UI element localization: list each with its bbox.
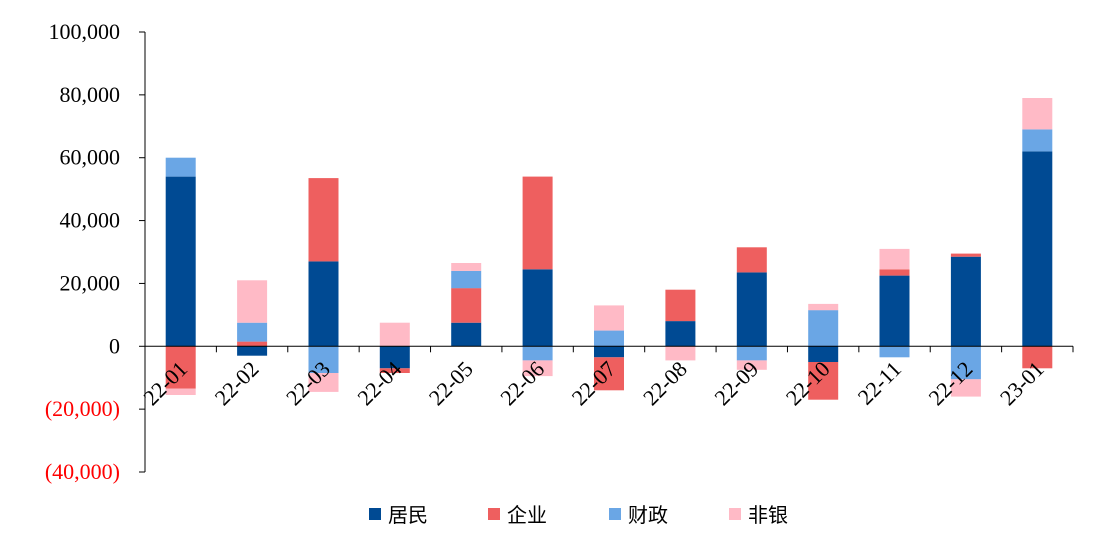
bar-22-07-非银 bbox=[594, 305, 624, 331]
bar-22-09-企业 bbox=[736, 247, 767, 273]
bar-22-12-非银 bbox=[950, 379, 981, 397]
bar-22-07-企业 bbox=[594, 357, 624, 391]
bar-22-04-居民 bbox=[379, 346, 410, 369]
legend-label: 企业 bbox=[507, 503, 547, 527]
bar-22-01-居民 bbox=[165, 176, 196, 347]
bar-23-01-企业 bbox=[1022, 346, 1053, 369]
x-tick-label: 22-05 bbox=[424, 356, 478, 410]
bar-22-12-企业 bbox=[950, 253, 981, 257]
bar-22-10-企业 bbox=[808, 362, 839, 400]
bar-22-03-财政 bbox=[308, 346, 339, 373]
bar-22-06-财政 bbox=[522, 346, 553, 361]
bar-22-09-居民 bbox=[736, 272, 767, 347]
legend-label: 财政 bbox=[628, 503, 668, 527]
bar-23-01-财政 bbox=[1022, 129, 1053, 152]
bar-22-07-居民 bbox=[594, 346, 624, 358]
bar-22-05-居民 bbox=[451, 322, 482, 347]
y-tick-label: 100,000 bbox=[49, 19, 121, 44]
bar-22-03-非银 bbox=[308, 373, 339, 392]
bar-22-04-企业 bbox=[379, 368, 410, 373]
bar-22-05-非银 bbox=[451, 263, 482, 271]
bar-22-03-居民 bbox=[308, 261, 339, 347]
bar-22-02-财政 bbox=[237, 322, 268, 342]
bar-22-12-居民 bbox=[950, 256, 981, 347]
bar-22-02-非银 bbox=[237, 280, 268, 323]
bar-22-09-非银 bbox=[736, 360, 767, 370]
bar-22-06-企业 bbox=[522, 176, 553, 270]
legend-swatch bbox=[609, 508, 621, 520]
legend-label: 非银 bbox=[748, 503, 788, 527]
y-tick-label: 40,000 bbox=[60, 208, 121, 233]
bar-22-06-居民 bbox=[522, 269, 553, 347]
bar-23-01-居民 bbox=[1022, 151, 1053, 347]
bar-22-08-企业 bbox=[665, 289, 696, 322]
bar-22-05-企业 bbox=[451, 288, 482, 323]
x-tick-label: 22-02 bbox=[210, 356, 264, 410]
bar-22-10-非银 bbox=[808, 303, 839, 311]
bar-22-01-企业 bbox=[165, 346, 196, 389]
bar-22-01-财政 bbox=[165, 157, 196, 177]
y-tick-label: (20,000) bbox=[45, 396, 120, 421]
bar-23-01-非银 bbox=[1022, 98, 1053, 130]
bar-22-09-财政 bbox=[736, 346, 767, 361]
axes-layer: (40,000) (20,000) 0 20,000 40,000 60,000 80,00… bbox=[45, 19, 1074, 484]
legend-swatch bbox=[369, 508, 381, 520]
y-tick-label: 0 bbox=[109, 333, 120, 358]
bar-22-08-非银 bbox=[665, 346, 696, 361]
bar-22-02-居民 bbox=[237, 346, 268, 356]
bar-22-11-非银 bbox=[879, 248, 910, 270]
bar-22-03-企业 bbox=[308, 178, 339, 262]
bar-22-01-非银 bbox=[165, 388, 196, 395]
bar-22-10-财政 bbox=[808, 310, 839, 347]
bar-22-11-企业 bbox=[879, 269, 910, 276]
legend-swatch bbox=[488, 508, 500, 520]
bar-22-02-企业 bbox=[237, 341, 268, 347]
y-tick-label: 20,000 bbox=[60, 270, 121, 295]
bar-22-05-财政 bbox=[451, 270, 482, 289]
bar-22-11-居民 bbox=[879, 275, 910, 347]
bar-22-08-居民 bbox=[665, 321, 696, 347]
bar-22-04-非银 bbox=[379, 322, 410, 347]
x-tick-label: 22-11 bbox=[853, 356, 906, 409]
legend-swatch bbox=[729, 508, 741, 520]
legend: 居民 企业 财政 非银 bbox=[369, 503, 788, 527]
y-tick-label: (40,000) bbox=[45, 459, 120, 484]
bars-layer bbox=[165, 98, 1053, 400]
bar-22-10-居民 bbox=[808, 346, 839, 362]
legend-label: 居民 bbox=[388, 503, 428, 527]
bar-22-12-财政 bbox=[950, 346, 981, 380]
bar-22-07-财政 bbox=[594, 330, 624, 347]
bar-22-11-财政 bbox=[879, 346, 910, 358]
y-tick-label: 60,000 bbox=[60, 145, 121, 170]
x-tick-label: 22-08 bbox=[638, 356, 692, 410]
bar-22-06-非银 bbox=[522, 360, 553, 377]
y-tick-label: 80,000 bbox=[60, 82, 121, 107]
